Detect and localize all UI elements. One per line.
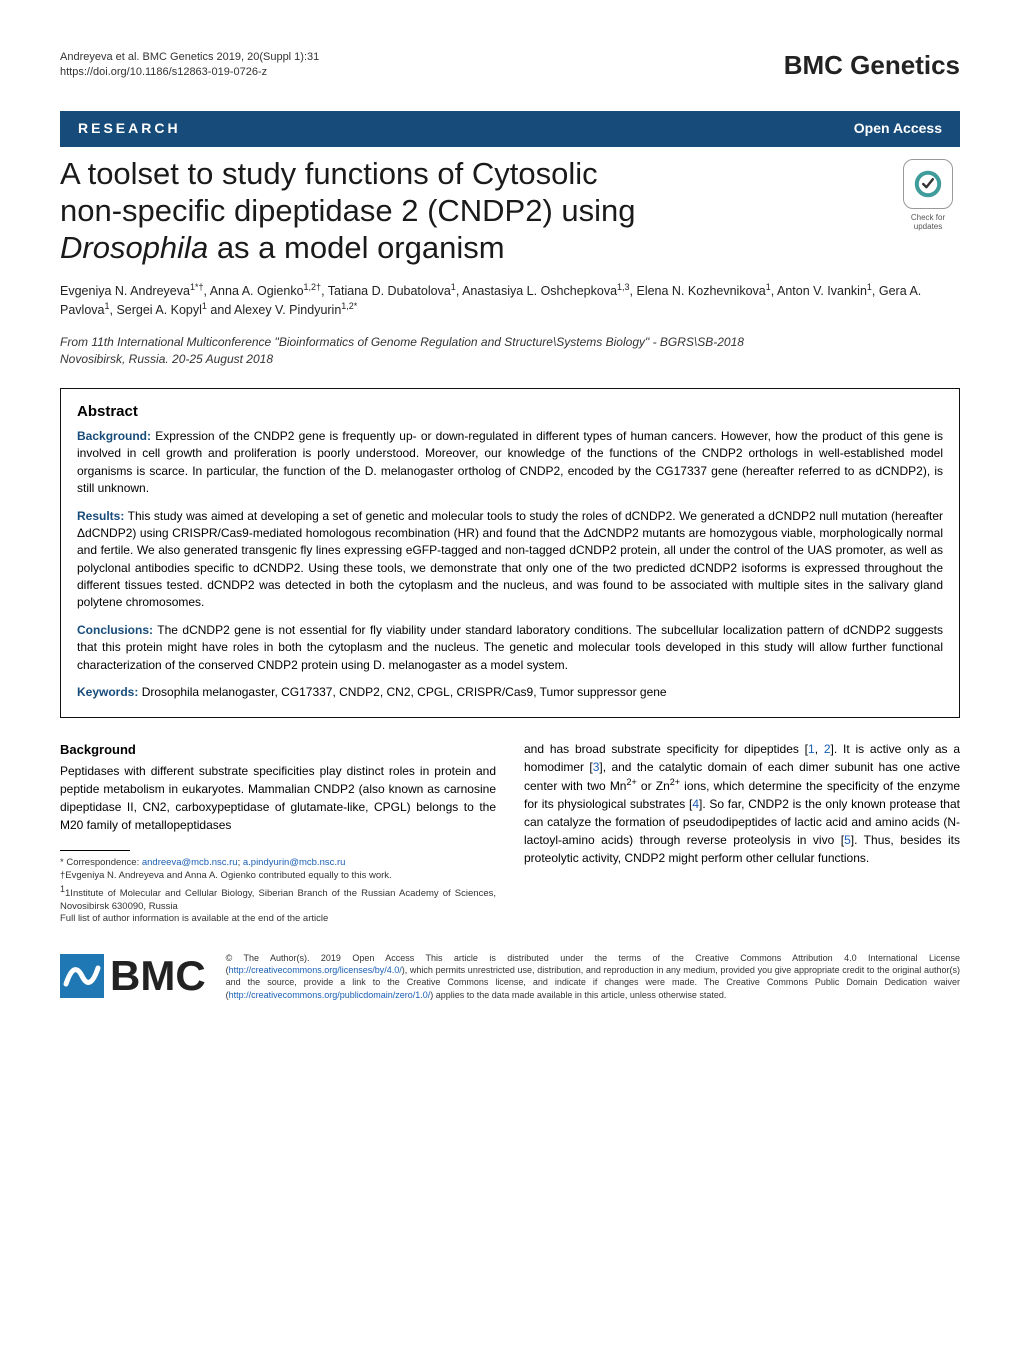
footnote-separator: [60, 850, 130, 851]
footer: BMC © The Author(s). 2019 Open Access Th…: [60, 952, 960, 1001]
left-col-text: Peptidases with different substrate spec…: [60, 764, 496, 832]
authors: Evgeniya N. Andreyeva1*†, Anna A. Ogienk…: [60, 281, 960, 321]
ref-5[interactable]: 5: [844, 833, 851, 847]
equal-contribution: †Evgeniya N. Andreyeva and Anna A. Ogien…: [60, 870, 496, 883]
journal-name: BMC Genetics: [784, 50, 960, 81]
check-updates-badge[interactable]: Check for updates: [896, 159, 960, 231]
left-column: Background Peptidases with different sub…: [60, 740, 496, 926]
ref-1[interactable]: 1: [808, 742, 815, 756]
conference-from: From 11th International Multiconference …: [60, 334, 960, 351]
abstract-results: Results: This study was aimed at develop…: [77, 508, 943, 612]
header: Andreyeva et al. BMC Genetics 2019, 20(S…: [60, 50, 960, 81]
license-url2[interactable]: http://creativecommons.org/publicdomain/…: [229, 990, 431, 1000]
correspondence-email1[interactable]: andreeva@mcb.nsc.ru: [142, 857, 238, 868]
article-type-banner: RESEARCH Open Access: [60, 111, 960, 147]
banner-fill: [199, 111, 836, 147]
citation-line2: https://doi.org/10.1186/s12863-019-0726-…: [60, 65, 319, 80]
abs-conclusions-label: Conclusions:: [77, 623, 153, 637]
abs-keywords-label: Keywords:: [77, 685, 138, 699]
conference-info: From 11th International Multiconference …: [60, 334, 960, 368]
abstract-conclusions: Conclusions: The dCNDP2 gene is not esse…: [77, 622, 943, 674]
open-access-label: Open Access: [836, 111, 960, 147]
affiliation-1: 11Institute of Molecular and Cellular Bi…: [60, 883, 496, 914]
title-line3-rest: as a model organism: [208, 230, 504, 265]
correspondence-email2[interactable]: a.pindyurin@mcb.nsc.ru: [243, 857, 346, 868]
abstract-keywords: Keywords: Drosophila melanogaster, CG173…: [77, 684, 943, 701]
crossmark-icon: [903, 159, 953, 209]
footnotes: * Correspondence: andreeva@mcb.nsc.ru; a…: [60, 857, 496, 926]
ref-4[interactable]: 4: [692, 797, 699, 811]
citation: Andreyeva et al. BMC Genetics 2019, 20(S…: [60, 50, 319, 81]
license-part3: ) applies to the data made available in …: [430, 990, 726, 1000]
right-column: and has broad substrate specificity for …: [524, 740, 960, 926]
title-line2: non-specific dipeptidase 2 (CNDP2) using: [60, 193, 636, 228]
ref-2[interactable]: 2: [824, 742, 831, 756]
abstract-box: Abstract Background: Expression of the C…: [60, 388, 960, 718]
article-title: A toolset to study functions of Cytosoli…: [60, 155, 960, 267]
bmc-logo: BMC: [60, 952, 206, 1000]
correspondence-label: * Correspondence:: [60, 857, 142, 868]
abstract-background: Background: Expression of the CNDP2 gene…: [77, 428, 943, 498]
background-heading: Background: [60, 740, 496, 760]
sup-zn: 2+: [670, 777, 680, 787]
full-author-list-note: Full list of author information is avail…: [60, 913, 496, 926]
abs-background-label: Background:: [77, 429, 151, 443]
sup-mn: 2+: [627, 777, 637, 787]
abs-results-text: This study was aimed at developing a set…: [77, 509, 943, 610]
correspondence: * Correspondence: andreeva@mcb.nsc.ru; a…: [60, 857, 496, 870]
body-columns: Background Peptidases with different sub…: [60, 740, 960, 926]
article-type-label: RESEARCH: [60, 111, 199, 147]
rc-sep1: ,: [815, 742, 824, 756]
abs-background-text: Expression of the CNDP2 gene is frequent…: [77, 429, 943, 495]
license-text: © The Author(s). 2019 Open Access This a…: [226, 952, 960, 1001]
title-line3-italic: Drosophila: [60, 230, 208, 265]
title-line1: A toolset to study functions of Cytosoli…: [60, 156, 598, 191]
rc-4: or Zn: [637, 779, 670, 793]
conference-where: Novosibirsk, Russia. 20-25 August 2018: [60, 351, 960, 368]
rc-1: and has broad substrate specificity for …: [524, 742, 808, 756]
abs-results-label: Results:: [77, 509, 124, 523]
abstract-heading: Abstract: [77, 403, 943, 420]
license-url1[interactable]: http://creativecommons.org/licenses/by/4…: [229, 965, 402, 975]
citation-line1: Andreyeva et al. BMC Genetics 2019, 20(S…: [60, 50, 319, 65]
check-updates-label: Check for updates: [896, 213, 960, 231]
bmc-square-icon: [60, 954, 104, 998]
abs-keywords-text: Drosophila melanogaster, CG17337, CNDP2,…: [138, 685, 666, 699]
bmc-text: BMC: [110, 952, 206, 1000]
title-area: A toolset to study functions of Cytosoli…: [60, 155, 960, 267]
abs-conclusions-text: The dCNDP2 gene is not essential for fly…: [77, 623, 943, 672]
